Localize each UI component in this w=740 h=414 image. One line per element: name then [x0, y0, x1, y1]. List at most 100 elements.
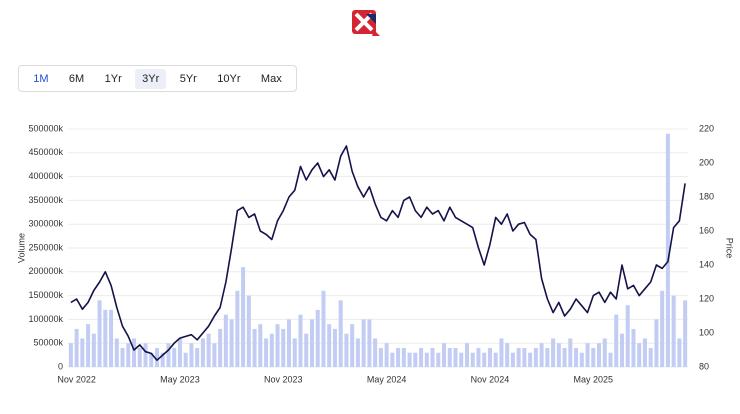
y-tick-label: 200000k [28, 266, 63, 276]
volume-bar [350, 324, 355, 367]
volume-bar [212, 343, 217, 367]
y-axis-title: Volume [16, 233, 26, 263]
volume-bar [367, 319, 372, 367]
y2-axis-title: Price [725, 238, 735, 259]
volume-bar [660, 290, 665, 367]
volume-bar [258, 324, 263, 367]
y-tick-label: 400000k [28, 171, 63, 181]
y-tick-label: 500000k [28, 123, 63, 133]
y2-tick-label: 140 [699, 259, 714, 269]
volume-bar [281, 328, 286, 367]
range-button[interactable]: 6M [62, 69, 91, 89]
volume-bar [442, 343, 447, 367]
volume-bar [648, 347, 653, 367]
volume-bar [103, 309, 108, 367]
volume-bar [625, 305, 630, 367]
volume-bar [608, 352, 613, 367]
volume-bar [631, 328, 636, 367]
volume-bar [487, 347, 492, 367]
volume-bar [183, 352, 188, 367]
volume-bar [562, 347, 567, 367]
volume-bar [516, 347, 521, 367]
volume-bar [91, 333, 96, 367]
range-button[interactable]: 10Yr [210, 69, 247, 89]
volume-bar [264, 338, 269, 367]
volume-bar [298, 314, 303, 367]
x-tick-label: May 2023 [160, 374, 200, 384]
volume-bar [533, 347, 538, 367]
y2-tick-label: 100 [699, 327, 714, 337]
volume-bar [235, 290, 240, 367]
volume-bar [304, 333, 309, 367]
volume-bar [120, 347, 125, 367]
y-tick-label: 450000k [28, 147, 63, 157]
volume-bar [223, 314, 228, 367]
volume-bar [68, 343, 73, 367]
volume-bar [378, 347, 383, 367]
y-tick-label: 350000k [28, 195, 63, 205]
volume-bar [568, 338, 573, 367]
volume-bar [160, 352, 165, 367]
volume-bar [505, 343, 510, 367]
volume-bar [401, 347, 406, 367]
y2-tick-label: 120 [699, 293, 714, 303]
y-tick-label: 300000k [28, 219, 63, 229]
volume-bar [459, 352, 464, 367]
volume-bar [355, 338, 360, 367]
volume-bar [470, 352, 475, 367]
volume-bar [579, 352, 584, 367]
volume-bar [419, 347, 424, 367]
volume-bar [149, 352, 154, 367]
volume-bar [390, 352, 395, 367]
range-button[interactable]: 5Yr [173, 69, 204, 89]
volume-bar [246, 295, 251, 367]
x-tick-label: Nov 2022 [57, 374, 96, 384]
volume-bar [436, 352, 441, 367]
y-tick-label: 250000k [28, 242, 63, 252]
volume-bar [683, 300, 688, 367]
range-button[interactable]: 1M [26, 69, 55, 89]
range-button[interactable]: 1Yr [98, 69, 129, 89]
x-tick-label: May 2024 [367, 374, 407, 384]
volume-bar [189, 343, 194, 367]
volume-bar [137, 347, 142, 367]
volume-bar [327, 324, 332, 367]
volume-bar [396, 347, 401, 367]
x-tick-label: Nov 2024 [471, 374, 510, 384]
grid [68, 128, 688, 368]
volume-bar [585, 343, 590, 367]
volume-bar [407, 352, 412, 367]
volume-bar [424, 352, 429, 367]
y2-tick-label: 180 [699, 191, 714, 201]
y-tick-label: 150000k [28, 290, 63, 300]
volume-bar [332, 328, 337, 367]
volume-bar [574, 347, 579, 367]
volume-bar [275, 324, 280, 367]
volume-bar [292, 338, 297, 367]
volume-bar [545, 347, 550, 367]
volume-bar [132, 338, 137, 367]
volume-bar [464, 343, 469, 367]
volume-bar [114, 338, 119, 367]
volume-bar [86, 324, 91, 367]
volume-bar [522, 347, 527, 367]
y-tick-label: 100000k [28, 314, 63, 324]
volume-bar [315, 309, 320, 367]
volume-bar [338, 300, 343, 367]
volume-bar [453, 347, 458, 367]
volume-bar [241, 267, 246, 367]
volume-bar [177, 338, 182, 367]
volume-bar [172, 347, 177, 367]
volume-bar [597, 343, 602, 367]
volume-bar [200, 338, 205, 367]
volume-bar [143, 343, 148, 367]
volume-bar [321, 290, 326, 367]
range-button[interactable]: 3Yr [135, 68, 167, 89]
range-button[interactable]: Max [254, 69, 289, 89]
volume-bar [373, 338, 378, 367]
volume-bar [269, 333, 274, 367]
volume-bar [665, 133, 670, 367]
volume-bar [109, 309, 114, 367]
